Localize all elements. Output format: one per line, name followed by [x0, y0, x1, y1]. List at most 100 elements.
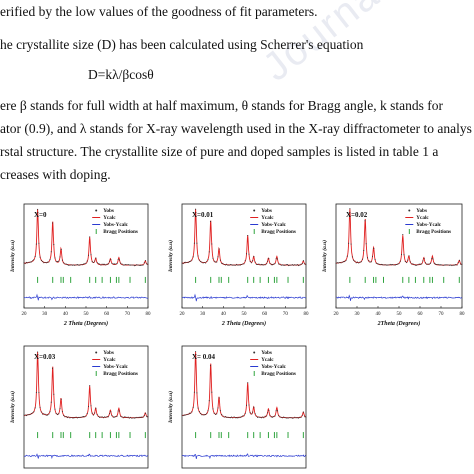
difference-line [181, 453, 307, 460]
yobs-point [412, 263, 414, 265]
text-line-2: he crystallite size (D) has been calcula… [0, 37, 364, 52]
yobs-point [198, 259, 200, 261]
difference-line [335, 294, 463, 301]
text-line-3: ere β stands for full width at half maxi… [0, 98, 443, 113]
yobs-point [127, 416, 129, 418]
yobs-point [73, 417, 75, 419]
yobs-point [99, 263, 101, 265]
yobs-point [368, 260, 370, 262]
yobs-point [44, 413, 46, 415]
yobs-point [45, 262, 47, 264]
yobs-point [456, 264, 458, 266]
yobs-point [361, 258, 364, 260]
yobs-point [186, 413, 188, 416]
yobs-point [270, 264, 272, 266]
yobs-point [89, 385, 91, 387]
yobs-point [404, 260, 406, 263]
yobs-point [393, 264, 395, 266]
yobs-point [458, 259, 461, 261]
yobs-point [143, 262, 145, 264]
yobs-point [29, 261, 31, 263]
legend-entry: Ycalc [103, 357, 116, 363]
yobs-point [237, 264, 239, 266]
x-tick-label: 20 [180, 312, 186, 317]
yobs-point [354, 260, 356, 262]
yobs-point [278, 414, 280, 416]
x-tick-label: 50 [397, 312, 403, 317]
yobs-point [382, 264, 384, 266]
sample-label: X=0.02 [346, 211, 368, 219]
yobs-point [438, 264, 440, 266]
yobs-point [293, 417, 295, 419]
yobs-point [191, 411, 193, 413]
yobs-point [66, 264, 68, 266]
yobs-point [100, 264, 102, 266]
yobs-point [89, 236, 91, 238]
plot-frame [23, 203, 149, 309]
yobs-point [196, 392, 198, 394]
yobs-point [228, 417, 230, 419]
xrd-panel-x0: Yobs Ycalc Yobs-Ycalc Bragg Positions X=0 Int… [4, 198, 156, 338]
yobs-point [227, 264, 229, 266]
yobs-point [260, 417, 262, 419]
yobs-point [250, 413, 252, 415]
yobs-point [258, 263, 260, 265]
yobs-point [370, 261, 372, 263]
legend-entry: Ycalc [261, 215, 274, 221]
yobs-point [123, 264, 125, 266]
yobs-point [107, 416, 109, 418]
yobs-point [238, 417, 240, 419]
x-tick-label: 60 [418, 312, 424, 317]
yobs-point [291, 417, 293, 419]
yobs-point [190, 260, 192, 262]
yobs-point [285, 417, 287, 419]
yobs-point [113, 263, 116, 265]
yobs-point [185, 261, 187, 263]
yobs-point [304, 416, 306, 418]
yobs-point [421, 263, 423, 265]
yobs-point [344, 261, 346, 263]
x-tick-label: 40 [63, 312, 69, 317]
xrd-panel-x001: Yobs Ycalc Yobs-Ycalc Bragg Positions X=0.01… [162, 198, 314, 338]
y-axis-label: Intensity (a.u) [167, 391, 174, 424]
yobs-point [242, 415, 244, 417]
yobs-point [388, 264, 390, 266]
yobs-point [147, 263, 149, 266]
yobs-point [395, 263, 398, 266]
yobs-point [209, 365, 212, 367]
yobs-point [301, 414, 303, 416]
yobs-point [232, 264, 234, 266]
yobs-point [280, 416, 282, 419]
yobs-point [45, 414, 47, 416]
yobs-point [221, 414, 223, 416]
yobs-point [290, 417, 292, 419]
yobs-point [102, 263, 104, 265]
yobs-point [74, 417, 76, 419]
x-tick-label: 20 [22, 312, 28, 317]
yobs-point [81, 416, 83, 418]
yobs-point [212, 408, 214, 410]
yobs-point [248, 404, 250, 406]
text-line-6: creases with doping. [0, 167, 111, 182]
yobs-point [418, 263, 420, 265]
yobs-point [40, 259, 42, 262]
plot-frame [335, 203, 463, 309]
yobs-point [269, 262, 271, 265]
yobs-point [302, 260, 305, 262]
yobs-point [369, 261, 371, 263]
yobs-point [209, 221, 212, 223]
x-tick-label: 70 [125, 312, 131, 317]
yobs-point [32, 412, 34, 414]
yobs-point [48, 413, 50, 415]
x-tick-label: 60 [262, 312, 268, 317]
yobs-point [138, 264, 140, 266]
yobs-point [339, 261, 341, 264]
yobs-point [143, 415, 145, 417]
yobs-point [223, 263, 225, 266]
yobs-point [296, 417, 298, 419]
x-tick-label: 70 [439, 312, 445, 317]
yobs-point [60, 398, 62, 400]
yobs-point [295, 417, 297, 419]
yobs-point [190, 412, 192, 414]
